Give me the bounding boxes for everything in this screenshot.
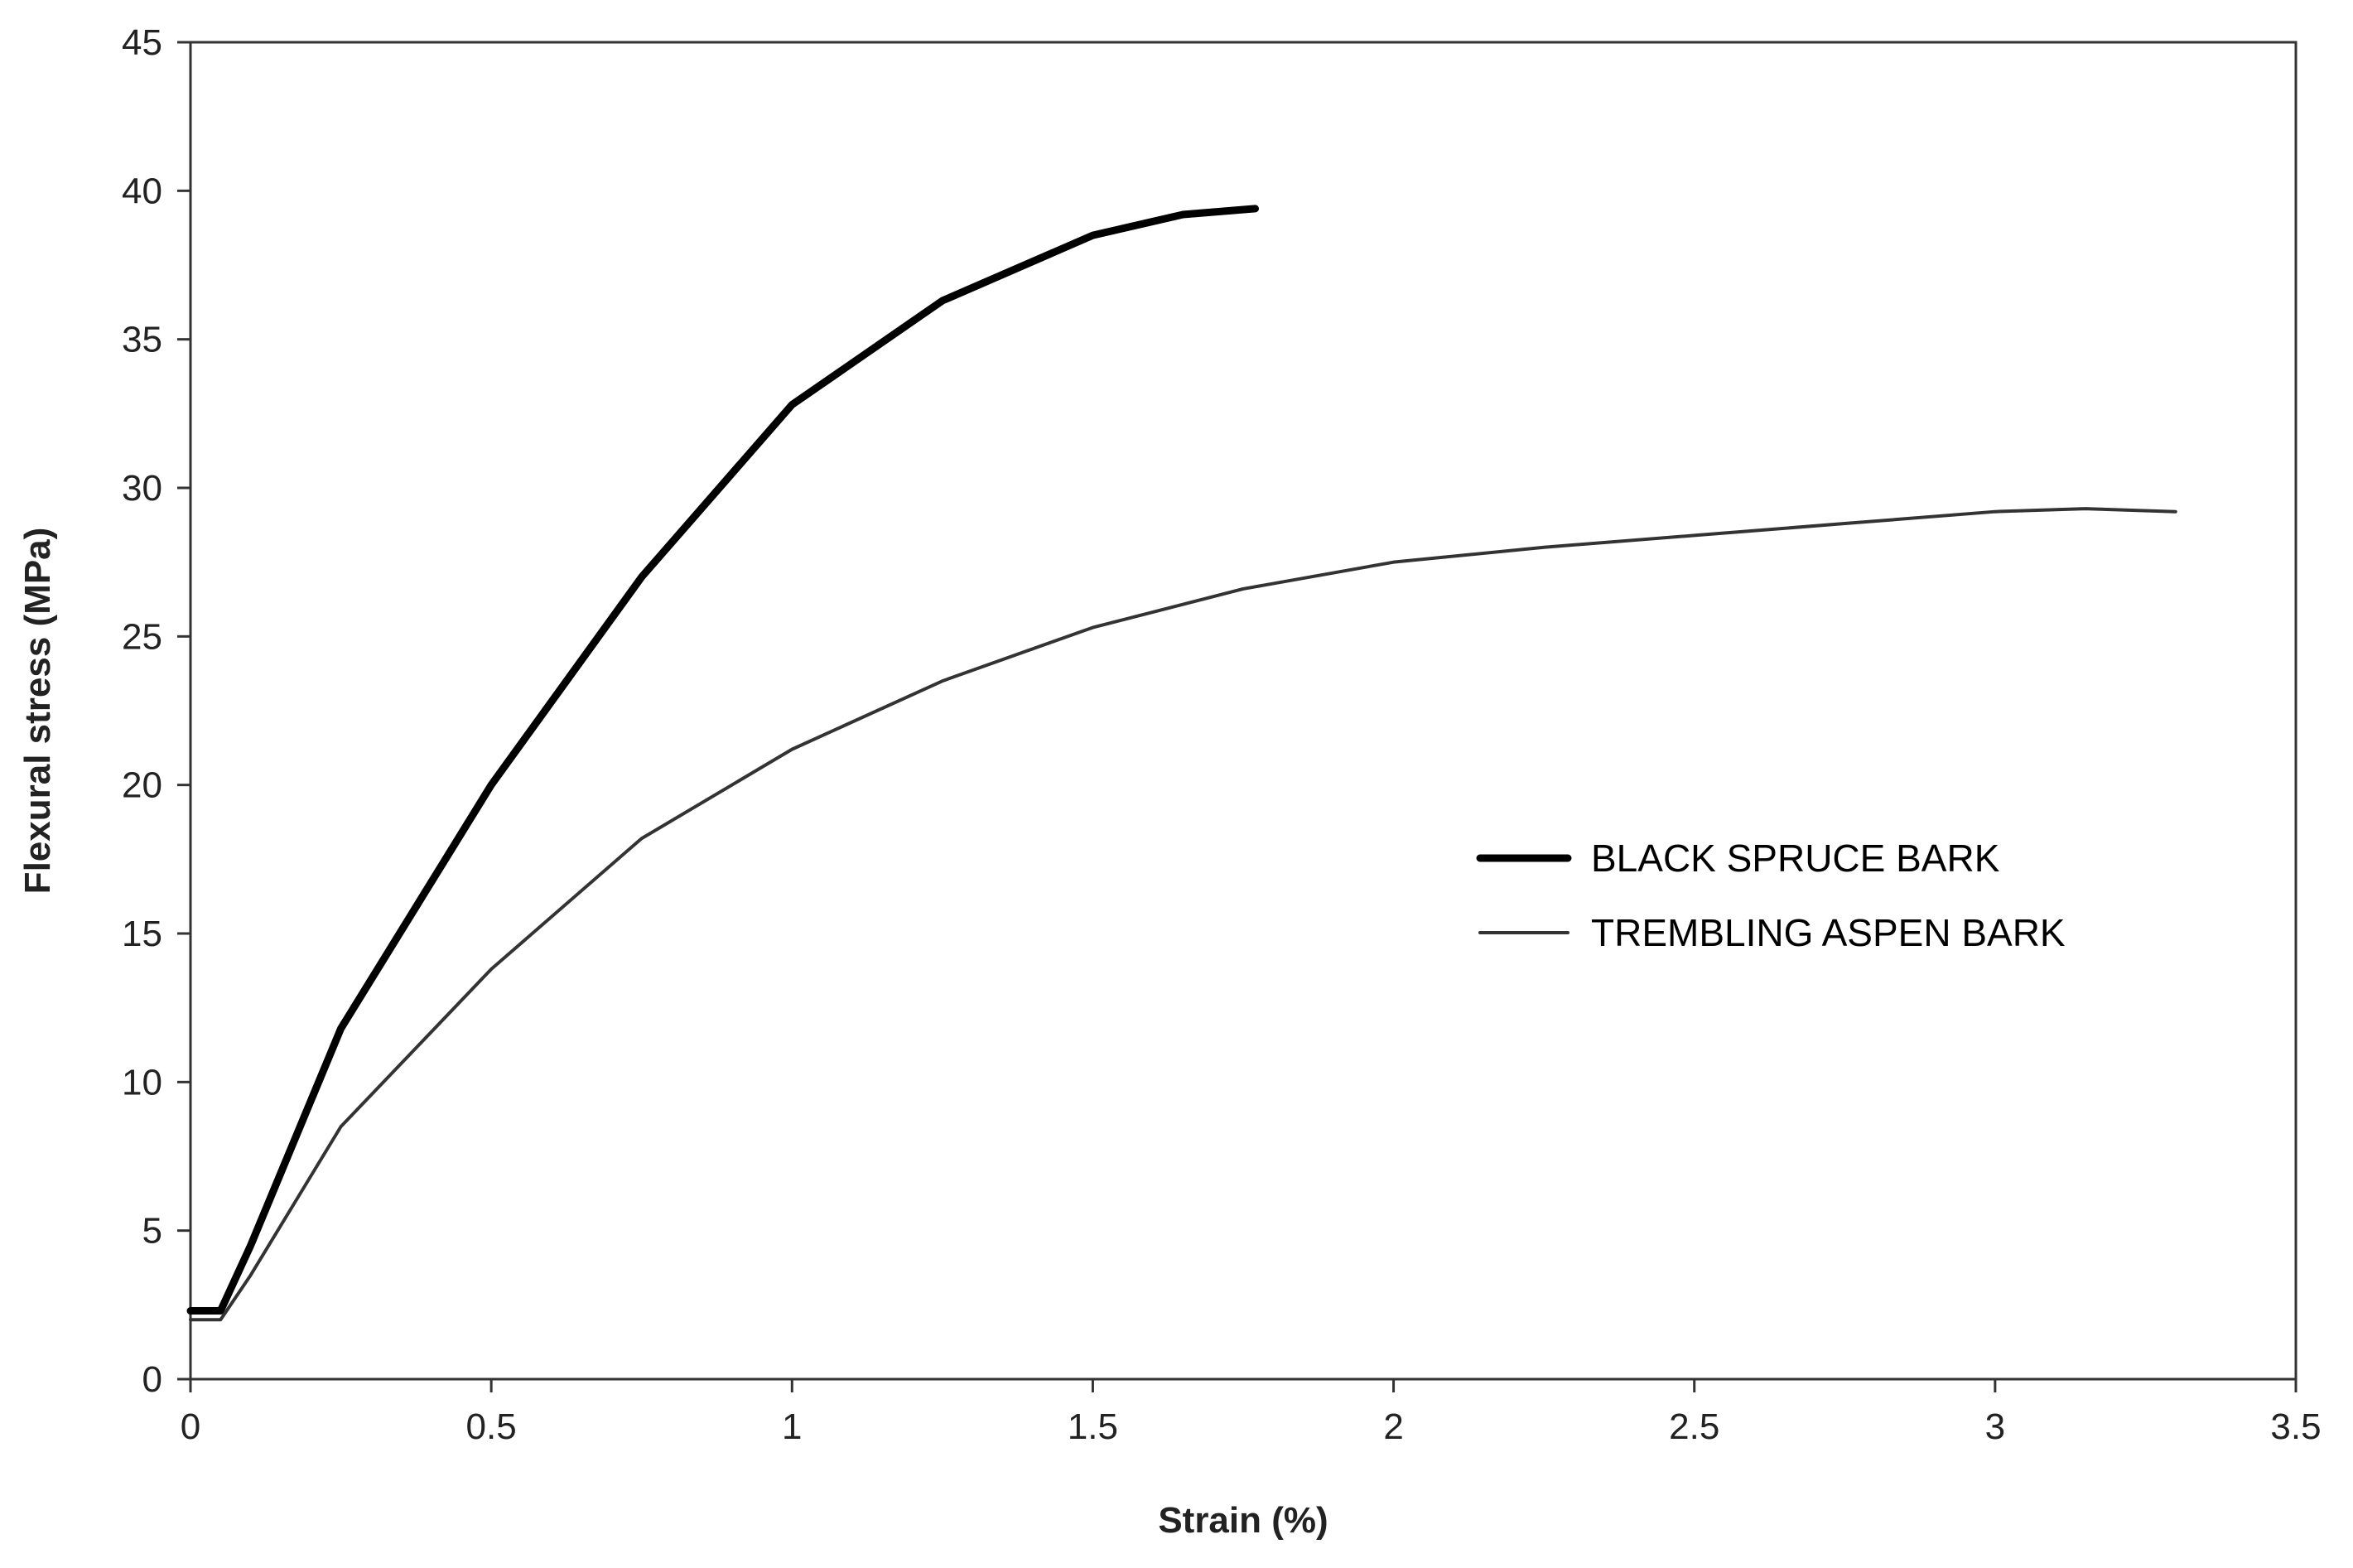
series-line xyxy=(189,507,2177,1322)
x-tick-label: 1.5 xyxy=(1068,1406,1118,1447)
x-tick-label: 1 xyxy=(782,1406,802,1447)
y-tick-label: 15 xyxy=(122,914,162,954)
y-axis-label: Flexural stress (MPa) xyxy=(17,528,58,895)
y-tick-label: 45 xyxy=(122,22,162,63)
series-line xyxy=(186,205,1260,1315)
y-tick-label: 10 xyxy=(122,1062,162,1102)
y-tick-label: 30 xyxy=(122,468,162,509)
legend-label: TREMBLING ASPEN BARK xyxy=(1591,911,2066,954)
x-axis-label: Strain (%) xyxy=(1158,1500,1328,1541)
legend-label: BLACK SPRUCE BARK xyxy=(1591,837,2000,880)
y-tick-label: 20 xyxy=(122,765,162,806)
y-tick-label: 35 xyxy=(122,320,162,360)
x-tick-label: 3 xyxy=(1985,1406,2005,1447)
y-tick-label: 5 xyxy=(142,1211,162,1252)
plot-frame xyxy=(189,41,2298,1381)
x-tick-label: 3.5 xyxy=(2270,1406,2321,1447)
x-tick-label: 0.5 xyxy=(466,1406,517,1447)
x-tick-label: 0 xyxy=(181,1406,200,1447)
y-tick-label: 40 xyxy=(122,171,162,211)
x-tick-label: 2 xyxy=(1383,1406,1403,1447)
x-tick-label: 2.5 xyxy=(1669,1406,1719,1447)
y-tick-label: 25 xyxy=(122,616,162,657)
y-tick-label: 0 xyxy=(142,1359,162,1400)
